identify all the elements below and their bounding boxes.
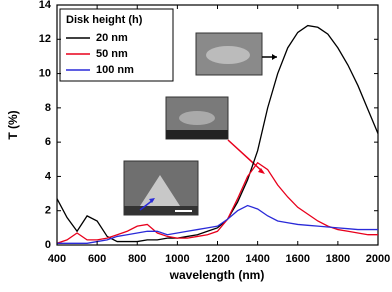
sem-substrate bbox=[166, 130, 228, 139]
x-tick-label: 1200 bbox=[205, 253, 229, 265]
x-tick-label: 1000 bbox=[165, 253, 189, 265]
arrow-head bbox=[272, 54, 277, 60]
y-tick-label: 8 bbox=[45, 102, 51, 114]
y-tick-label: 4 bbox=[45, 170, 52, 182]
data-line bbox=[57, 204, 378, 244]
x-tick-label: 400 bbox=[48, 253, 66, 265]
y-tick-label: 14 bbox=[39, 0, 52, 11]
y-tick-label: 12 bbox=[39, 33, 51, 45]
arrow bbox=[139, 199, 154, 211]
y-axis-label: T (%) bbox=[6, 110, 20, 139]
arrow-head bbox=[149, 198, 155, 203]
x-tick-label: 1400 bbox=[245, 253, 269, 265]
y-tick-label: 10 bbox=[39, 67, 51, 79]
y-tick-label: 2 bbox=[45, 205, 51, 217]
arrow-head bbox=[258, 168, 265, 174]
x-tick-label: 1600 bbox=[286, 253, 310, 265]
x-tick-label: 1800 bbox=[326, 253, 350, 265]
legend-box bbox=[59, 8, 174, 82]
legend-label: 100 nm bbox=[96, 64, 134, 76]
data-line bbox=[56, 161, 378, 244]
sem-disk bbox=[179, 111, 215, 125]
y-tick-label: 0 bbox=[45, 239, 51, 251]
inset-images bbox=[123, 32, 277, 216]
x-tick-label: 600 bbox=[88, 253, 106, 265]
x-tick-label: 800 bbox=[128, 253, 146, 265]
legend-label: 50 nm bbox=[96, 48, 128, 60]
sem-disk bbox=[206, 46, 250, 64]
legend-title: Disk height (h) bbox=[66, 14, 143, 26]
sem-disk bbox=[140, 175, 180, 206]
x-tick-label: 2000 bbox=[366, 253, 390, 265]
arrow bbox=[227, 139, 264, 173]
sem-substrate bbox=[124, 206, 198, 215]
x-axis-label: wavelength (nm) bbox=[169, 268, 265, 282]
y-tick-label: 6 bbox=[45, 136, 51, 148]
legend-label: 20 nm bbox=[96, 32, 128, 44]
